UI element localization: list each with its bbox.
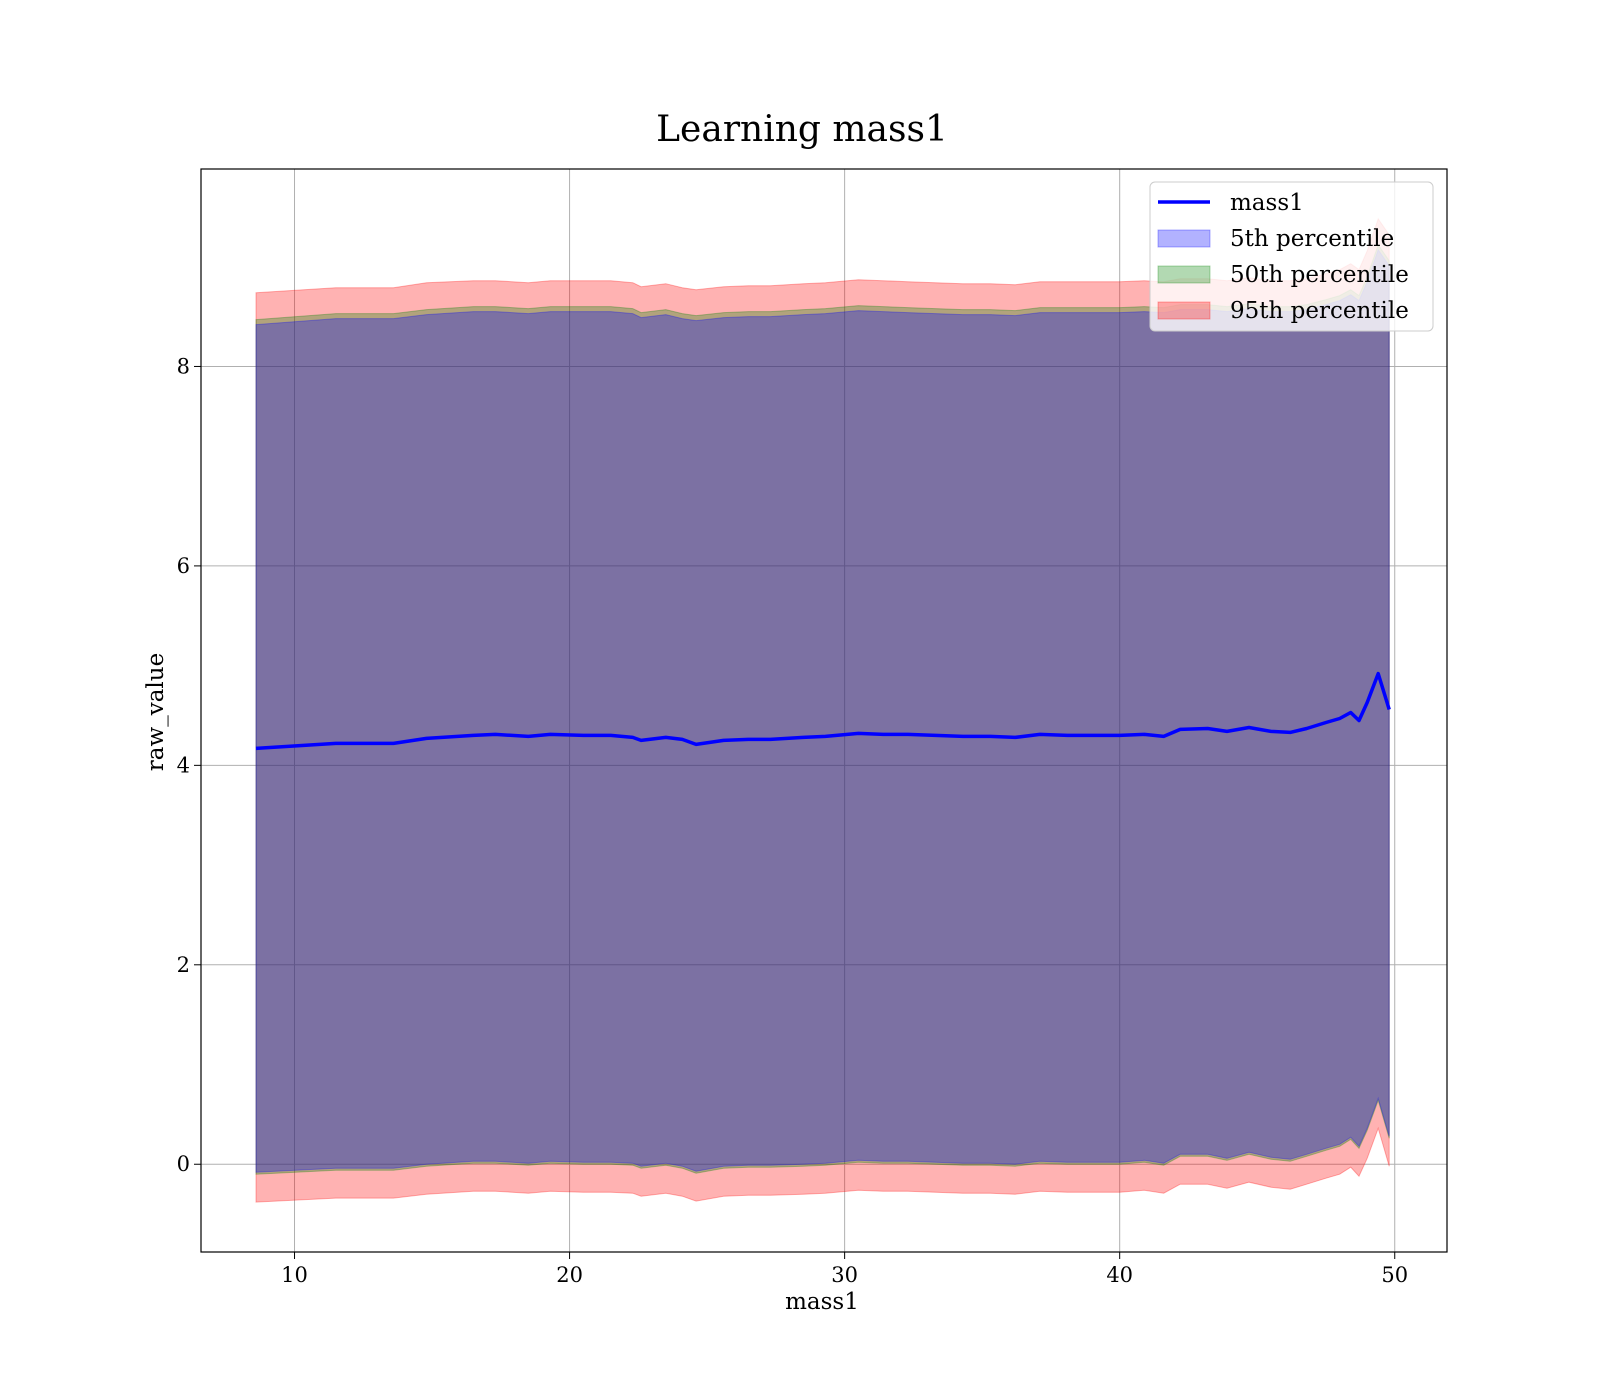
legend-band-swatch bbox=[1157, 229, 1211, 248]
axis-ticks: 10 20 30 40 50 0 2 4 6 8 bbox=[177, 354, 1408, 1287]
y-axis-label: raw_value bbox=[143, 653, 169, 771]
x-tick-label: 40 bbox=[1106, 1263, 1133, 1287]
x-tick-label: 30 bbox=[831, 1263, 858, 1287]
y-tick-label: 6 bbox=[177, 554, 190, 578]
line-mass1 bbox=[255, 671, 1391, 751]
x-axis-label: mass1 bbox=[785, 1289, 859, 1315]
x-tick-label: 50 bbox=[1381, 1263, 1408, 1287]
band-50th-percentile bbox=[255, 243, 1390, 1175]
legend-entry-label: mass1 bbox=[1230, 190, 1304, 216]
legend-box bbox=[1149, 181, 1434, 332]
y-tick-label: 8 bbox=[177, 354, 190, 378]
legend-band-swatch bbox=[1157, 301, 1211, 320]
band-5th-percentile bbox=[255, 248, 1390, 1173]
x-tick-label: 20 bbox=[556, 1263, 583, 1287]
y-tick-label: 0 bbox=[177, 1152, 190, 1176]
chart-title: Learning mass1 bbox=[656, 109, 948, 150]
legend-entry-label: 5th percentile bbox=[1230, 226, 1394, 252]
band-95th-percentile bbox=[255, 217, 1390, 1203]
y-tick-label: 2 bbox=[177, 953, 190, 977]
percentile-bands bbox=[255, 217, 1390, 1203]
legend: mass1 5th percentile 50th percentile 95th p… bbox=[1149, 181, 1434, 332]
y-tick-label: 4 bbox=[177, 753, 190, 777]
plot-frame bbox=[200, 168, 1448, 1253]
legend-band-swatch bbox=[1157, 265, 1211, 284]
legend-entry-label: 50th percentile bbox=[1230, 262, 1409, 288]
series-lines bbox=[255, 671, 1391, 751]
grid bbox=[201, 169, 1447, 1252]
legend-entry-label: 95th percentile bbox=[1230, 298, 1409, 324]
x-tick-label: 10 bbox=[281, 1263, 308, 1287]
